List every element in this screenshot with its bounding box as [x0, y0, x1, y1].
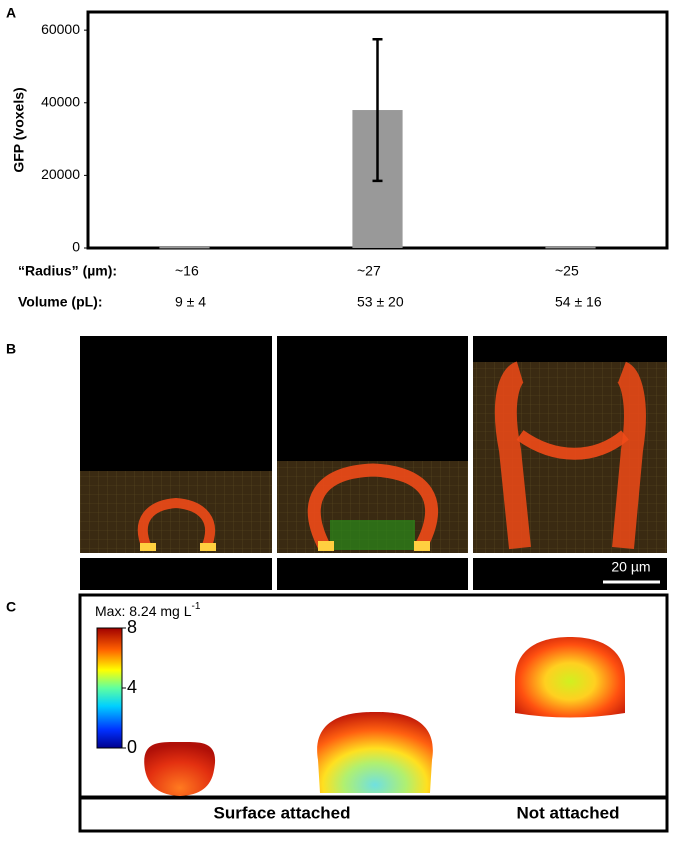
- bar: [159, 246, 210, 249]
- title-text: Max: 8.24 mg L: [95, 603, 192, 619]
- cell: ~27: [357, 263, 381, 279]
- y-tick-label: 40000: [41, 93, 80, 109]
- y-axis-label: GFP (voxels): [11, 87, 27, 172]
- microscopy-images: [80, 336, 667, 590]
- cell: ~16: [175, 263, 199, 279]
- cell: ~25: [555, 263, 579, 279]
- cell: 53 ± 20: [357, 294, 404, 310]
- panel-label: B: [6, 341, 16, 357]
- title-sup: -1: [192, 601, 201, 612]
- y-tick-label: 20000: [41, 166, 80, 182]
- y-tick-label: 60000: [41, 21, 80, 37]
- scale-bar-label: 20 µm: [611, 559, 650, 575]
- group-label: Not attached: [517, 803, 620, 822]
- droplet: [317, 712, 433, 793]
- colorbar-tick-label: 8: [127, 617, 137, 637]
- cell: 54 ± 16: [555, 294, 602, 310]
- error-bar: [372, 37, 383, 183]
- colorbar-tick-label: 0: [127, 737, 137, 757]
- droplet: [144, 741, 216, 796]
- label-frame: [78, 796, 669, 833]
- panel-label: A: [6, 5, 16, 21]
- colorbar-title: Max: 8.24 mg L-1: [95, 601, 201, 619]
- row-header: “Radius” (µm):: [18, 263, 117, 279]
- y-tick-label: 0: [72, 239, 80, 255]
- colorbar-tick-label: 4: [127, 677, 137, 697]
- colorbar: [96, 627, 123, 749]
- cell: 9 ± 4: [175, 294, 206, 310]
- bar: [545, 246, 596, 249]
- panel-label: C: [6, 599, 16, 615]
- row-header: Volume (pL):: [18, 294, 103, 310]
- droplet: [515, 637, 625, 718]
- group-label: Surface attached: [214, 803, 351, 822]
